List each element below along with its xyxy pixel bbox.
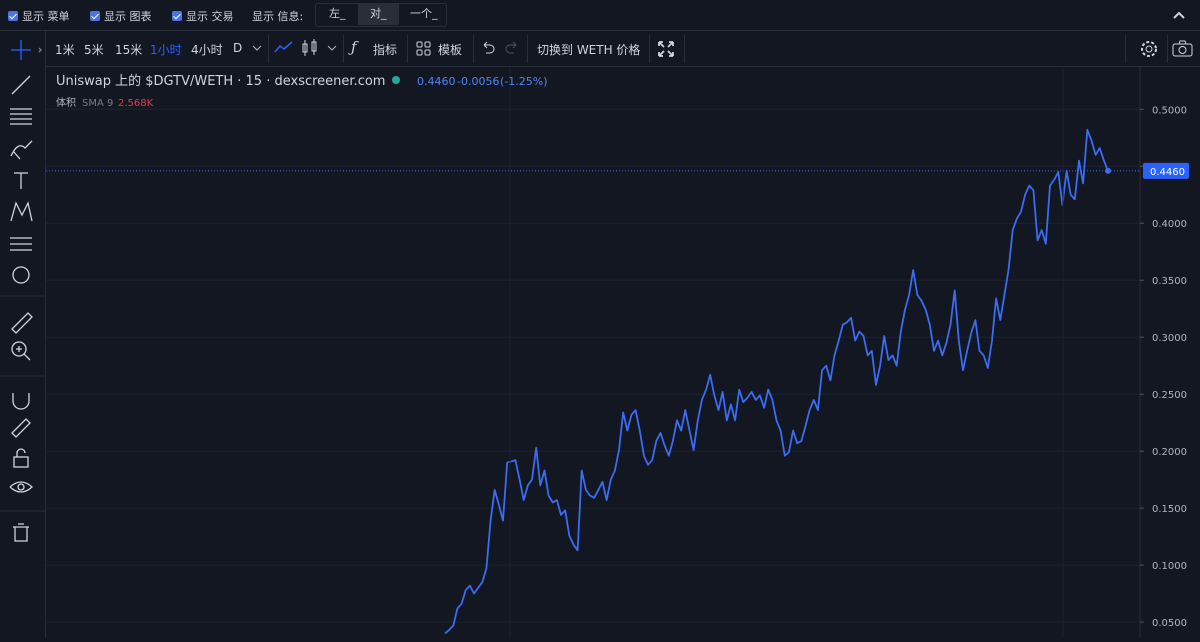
volume-label: 体积	[56, 97, 76, 109]
switch-currency-button[interactable]: 切换到 WETH 价格	[537, 43, 641, 57]
measure-tool[interactable]	[11, 312, 33, 334]
chart-title: Uniswap 上的 $DGTV/WETH · 15 · dexscreener…	[56, 73, 385, 89]
collapse-icon[interactable]	[1172, 9, 1186, 21]
legend-change-pct: (-1.25%)	[500, 75, 548, 88]
separator	[473, 35, 474, 63]
y-tick-label: 0.0500	[1152, 618, 1187, 629]
separator	[684, 35, 685, 63]
separator	[649, 35, 650, 63]
price-badge	[1143, 162, 1189, 179]
screenshot-icon[interactable]	[1172, 40, 1194, 58]
separator	[1167, 35, 1168, 63]
drawing-toolbar	[0, 31, 46, 638]
price-badge-label: 0.4460	[1150, 167, 1185, 178]
lock-tool[interactable]	[13, 456, 29, 468]
interval[interactable]: 5米	[84, 43, 104, 57]
brush-tool[interactable]	[10, 140, 33, 160]
y-tick-label: 0.3000	[1152, 333, 1187, 344]
interval[interactable]: D	[233, 41, 243, 55]
templates-button[interactable]: 模板	[438, 43, 463, 57]
interval[interactable]: 4小时	[191, 43, 223, 57]
y-tick-label: 0.1500	[1152, 504, 1187, 515]
separator	[527, 35, 528, 63]
legend-change: -0.0056	[457, 75, 499, 88]
info-option[interactable]: 左_	[329, 7, 346, 20]
y-tick-label: 0.1000	[1152, 561, 1187, 572]
crosshair-tool[interactable]	[11, 40, 31, 60]
interval[interactable]: 1米	[55, 43, 75, 57]
emoji-tool[interactable]	[12, 266, 30, 284]
redo-icon[interactable]	[504, 41, 520, 55]
drawing-tools	[0, 40, 45, 542]
dropdown-icon[interactable]	[251, 43, 263, 53]
interval[interactable]: 1小时	[150, 43, 182, 57]
top-bar: 显示 菜单 显示 图表 显示 交易 显示 信息: 左_ 对_ 一个_	[0, 0, 1200, 31]
interval[interactable]: 15米	[115, 43, 143, 57]
y-tick-label: 0.2500	[1152, 390, 1187, 401]
y-tick-label: 0.2000	[1152, 447, 1187, 458]
info-option[interactable]: 一个_	[410, 7, 438, 20]
undo-icon[interactable]	[480, 41, 496, 55]
candle-icon[interactable]	[300, 38, 320, 58]
indicators-button[interactable]: 指标	[373, 43, 398, 57]
y-tick-label: 0.4000	[1152, 219, 1187, 230]
expand-arrow[interactable]	[38, 47, 42, 53]
visibility-tool[interactable]	[9, 481, 33, 493]
fullscreen-icon[interactable]	[658, 41, 674, 57]
checkbox-label: 显示 交易	[186, 10, 234, 23]
price-axis	[1140, 66, 1200, 638]
line-style-icon[interactable]	[274, 40, 294, 56]
text-tool[interactable]	[14, 172, 28, 189]
trendline-tool[interactable]	[11, 75, 31, 95]
checkbox[interactable]: 显示 菜单	[8, 8, 70, 24]
volume-sma: SMA 9	[82, 98, 113, 109]
separator	[343, 35, 344, 63]
y-tick-label: 0.3500	[1152, 276, 1187, 287]
info-label: 显示 信息:	[252, 10, 304, 23]
separator	[1125, 35, 1126, 63]
y-tick-label: 0.5000	[1152, 105, 1187, 116]
zoom-tool[interactable]	[11, 341, 27, 357]
checkbox[interactable]: 显示 交易	[172, 8, 234, 24]
legend-price: 0.4460	[417, 75, 456, 88]
checkbox-label: 显示 菜单	[22, 10, 70, 23]
info-option[interactable]: 对_	[358, 3, 399, 25]
volume-value: 2.568K	[118, 98, 154, 109]
template-icon[interactable]	[416, 41, 432, 57]
pattern-tool[interactable]	[10, 201, 33, 222]
checkbox[interactable]: 显示 图表	[90, 8, 152, 24]
lock-draw-tool[interactable]	[11, 418, 31, 438]
magnet-tool[interactable]	[12, 393, 30, 410]
fib-tool[interactable]	[10, 108, 32, 125]
fx-icon[interactable]: ƒ	[351, 38, 357, 56]
toolbar: 1米 5米 15米 1小时 4小时 D ƒ 指标 模板 切换到 WETH 价格	[46, 31, 1200, 67]
settings-icon[interactable]	[1139, 39, 1159, 59]
prediction-tool[interactable]	[10, 237, 32, 251]
status-dot	[392, 76, 400, 84]
separator	[407, 35, 408, 63]
separator	[268, 35, 269, 63]
checkbox-label: 显示 图表	[104, 10, 152, 23]
trash-tool[interactable]	[13, 523, 29, 542]
dropdown-icon[interactable]	[326, 43, 338, 53]
price-line	[444, 128, 1109, 635]
